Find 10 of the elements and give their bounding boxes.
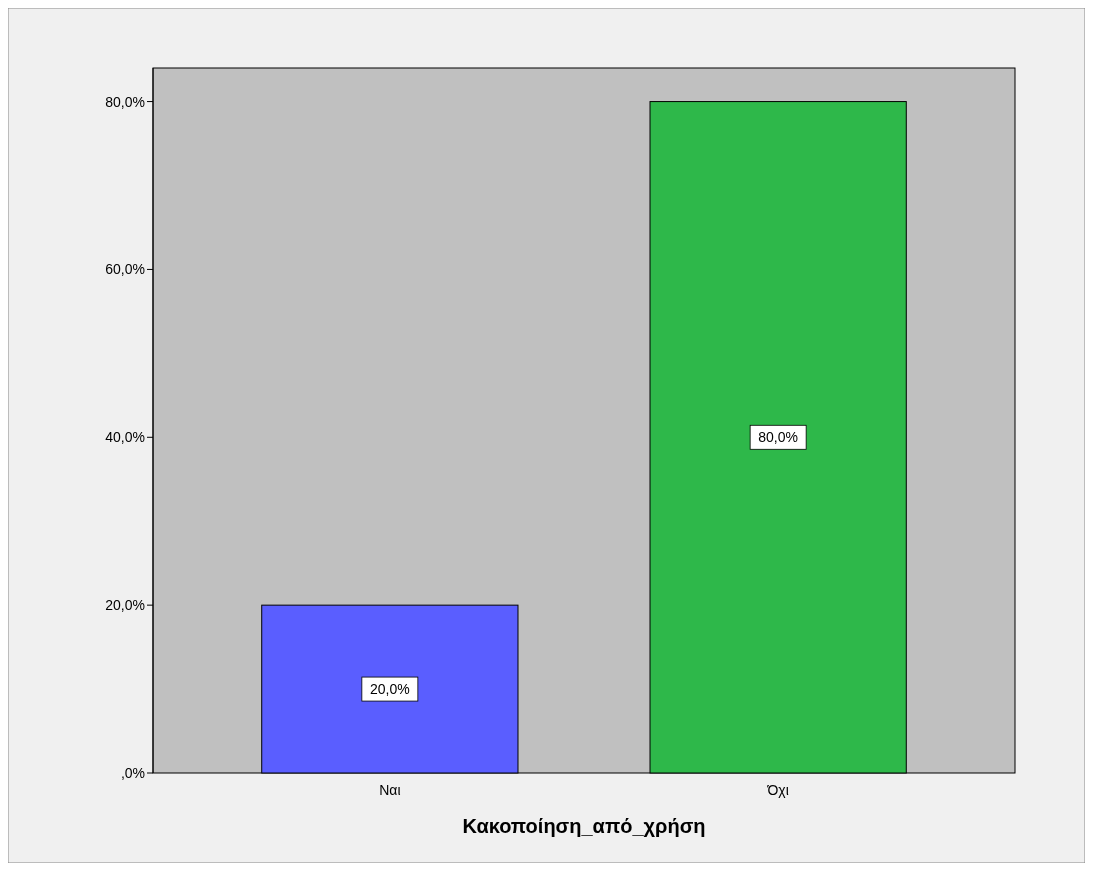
y-tick-label: 60,0%	[105, 261, 145, 278]
y-tick-label: ,0%	[120, 765, 145, 781]
y-tick-label: 80,0%	[105, 93, 145, 110]
data-label: 20,0%	[370, 681, 410, 698]
data-label: 80,0%	[758, 429, 798, 446]
y-tick-label: 20,0%	[105, 597, 145, 614]
y-tick-label: 40,0%	[105, 429, 145, 446]
x-axis-title: Κακοποίηση_από_χρήση	[462, 815, 706, 837]
x-tick-label: Ναι	[379, 782, 401, 798]
x-tick-label: Όχι	[766, 782, 789, 798]
